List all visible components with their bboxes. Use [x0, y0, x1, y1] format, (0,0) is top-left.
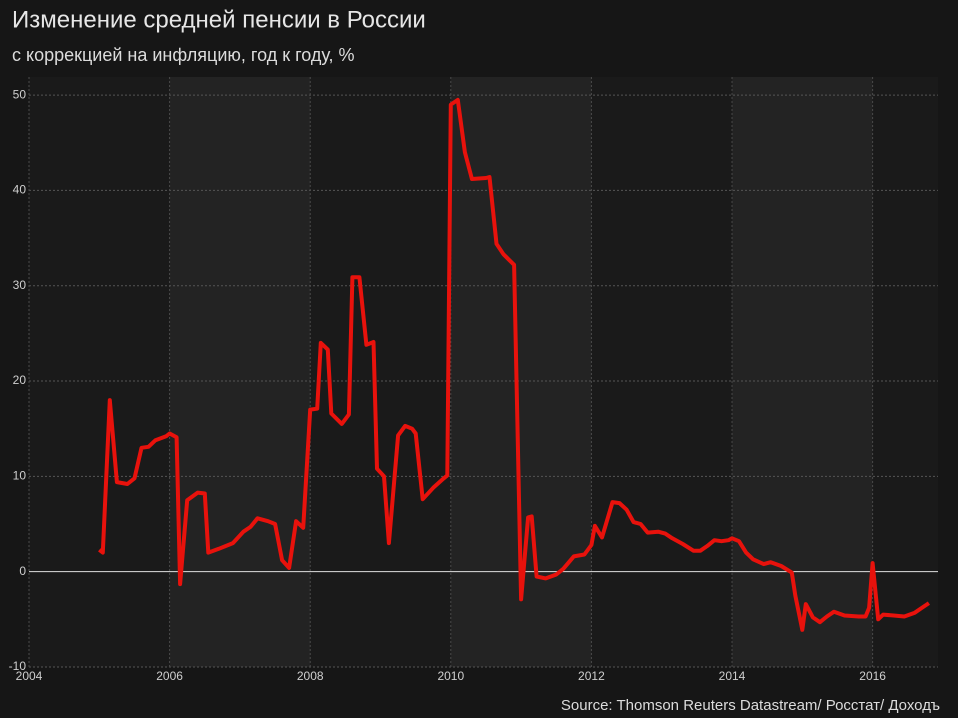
y-tick-label: 10 — [13, 469, 27, 483]
x-tick-label: 2004 — [16, 669, 43, 683]
chart-subtitle: с коррекцией на инфляцию, год к году, % — [12, 45, 355, 65]
x-tick-label: 2010 — [437, 669, 464, 683]
band — [169, 77, 311, 667]
x-tick-label: 2014 — [719, 669, 746, 683]
x-tick-label: 2008 — [297, 669, 324, 683]
y-tick-label: 0 — [19, 564, 26, 578]
y-tick-label: 50 — [13, 87, 27, 101]
x-tick-label: 2016 — [859, 669, 886, 683]
y-tick-label: -10 — [9, 659, 27, 673]
y-tick-label: 40 — [13, 183, 27, 197]
band — [732, 77, 873, 667]
chart-title: Изменение средней пенсии в России — [12, 6, 426, 33]
y-tick-label: 30 — [13, 278, 27, 292]
data-line — [98, 97, 931, 632]
x-tick-label: 2006 — [156, 669, 183, 683]
source-note: Source: Thomson Reuters Datastream/ Росс… — [561, 697, 940, 714]
y-tick-label: 20 — [13, 373, 27, 387]
x-tick-label: 2012 — [578, 669, 605, 683]
